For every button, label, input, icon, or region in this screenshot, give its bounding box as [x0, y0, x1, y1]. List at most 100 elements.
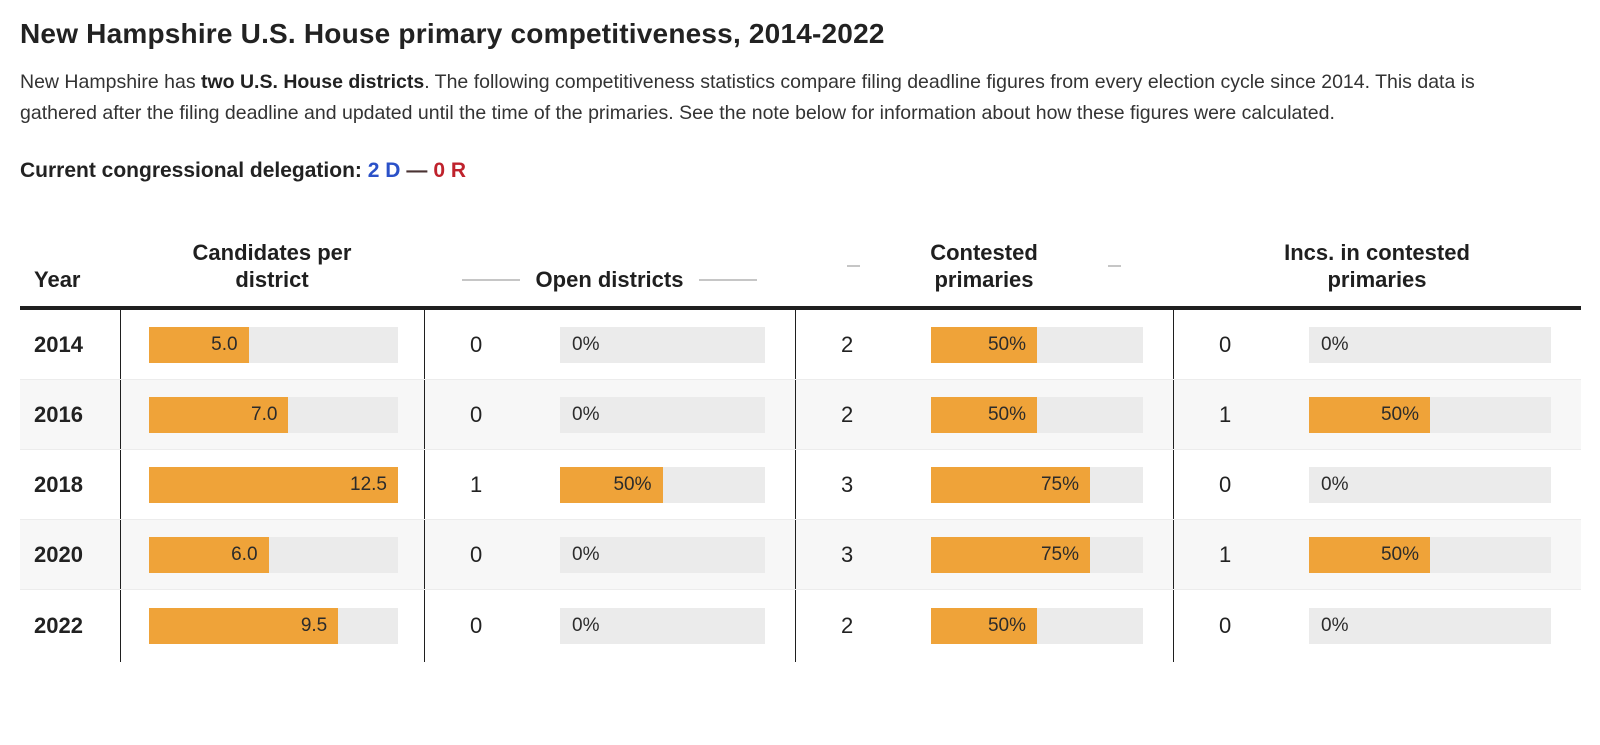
contested-count: 3 — [841, 471, 854, 497]
column-header-year: Year — [34, 267, 81, 292]
intro-prefix: New Hampshire has — [20, 71, 201, 93]
bar-value-label: 50% — [613, 473, 652, 495]
incs-cell: 0 0% — [1173, 590, 1581, 662]
bar-value-label: 75% — [1040, 543, 1079, 565]
contested-cell: 2 50% — [795, 310, 1173, 379]
candidates-cell: 7.0 — [120, 380, 424, 449]
bar-value-label: 0% — [572, 543, 600, 565]
candidates-cell: 12.5 — [120, 450, 424, 519]
bar-track: 75% — [931, 536, 1143, 573]
bar-value-label: 7.0 — [251, 403, 278, 425]
incs-count: 0 — [1219, 331, 1232, 357]
incs-cell: 0 0% — [1173, 450, 1581, 519]
incs-count: 0 — [1219, 471, 1232, 497]
bar-value-label: 0% — [1321, 615, 1349, 636]
open-count: 0 — [470, 401, 483, 427]
open-cell: 0 0% — [424, 520, 795, 589]
bar-fill: 7.0 — [149, 396, 289, 433]
candidates-cell: 9.5 — [120, 590, 424, 662]
table-body: 2014 5.0 0 0% 2 50% 0 0% 2016 7.0 0 0% 2 50% 1 50% 2018 1… — [20, 310, 1581, 662]
bar-track: 75% — [931, 466, 1143, 503]
header-rule-left — [461, 278, 520, 281]
bar-track: 0% — [1309, 326, 1551, 363]
bar-value-label: 75% — [1040, 473, 1079, 495]
bar-value-label: 6.0 — [231, 543, 258, 565]
contested-cell: 2 50% — [795, 380, 1173, 449]
intro-paragraph: New Hampshire has two U.S. House distric… — [20, 67, 1510, 128]
table-row: 2020 6.0 0 0% 3 75% 1 50% — [20, 520, 1581, 590]
bar-fill: 50% — [1309, 536, 1430, 573]
bar-value-label: 0% — [572, 615, 600, 636]
bar-fill: 50% — [1309, 396, 1430, 433]
bar-track: 50% — [560, 466, 765, 503]
bar-track: 9.5 — [149, 608, 398, 644]
year-cell: 2016 — [34, 401, 83, 427]
bar-track: 0% — [1309, 466, 1551, 503]
bar-value-label: 0% — [1321, 333, 1349, 355]
header-rule-right — [1107, 265, 1121, 267]
incs-cell: 1 50% — [1173, 380, 1581, 449]
bar-value-label: 50% — [987, 403, 1026, 425]
bar-fill: 50% — [931, 326, 1037, 363]
table-row: 2022 9.5 0 0% 2 50% 0 0% — [20, 590, 1581, 662]
bar-value-label: 12.5 — [350, 473, 387, 495]
incs-count: 0 — [1219, 613, 1232, 638]
open-count: 0 — [470, 541, 483, 567]
candidates-cell: 6.0 — [120, 520, 424, 589]
bar-track: 0% — [560, 326, 765, 363]
delegation-separator: — — [406, 159, 428, 182]
header-rule-right — [699, 278, 758, 281]
bar-fill: 5.0 — [149, 326, 249, 363]
contested-cell: 3 75% — [795, 450, 1173, 519]
year-cell: 2020 — [34, 541, 83, 567]
bar-value-label: 0% — [572, 333, 600, 355]
contested-cell: 3 75% — [795, 520, 1173, 589]
bar-track: 0% — [560, 396, 765, 433]
intro-bold: two U.S. House districts — [200, 71, 425, 93]
bar-fill: 50% — [931, 608, 1037, 644]
contested-count: 2 — [841, 401, 854, 427]
column-header-incs: Incs. in contested primaries — [1284, 240, 1470, 292]
page: New Hampshire U.S. House primary competi… — [20, 18, 1581, 662]
candidates-cell: 5.0 — [120, 310, 424, 379]
incs-count: 1 — [1219, 401, 1232, 427]
delegation-line: Current congressional delegation: 2 D —0 … — [20, 159, 1580, 183]
open-cell: 0 0% — [424, 590, 795, 662]
bar-track: 0% — [1309, 608, 1551, 644]
year-cell: 2018 — [34, 471, 83, 497]
bar-track: 50% — [931, 326, 1143, 363]
bar-track: 50% — [931, 396, 1143, 433]
header-rule-left — [847, 265, 861, 267]
bar-fill: 12.5 — [149, 466, 398, 503]
table-row: 2014 5.0 0 0% 2 50% 0 0% — [20, 310, 1581, 380]
bar-track: 0% — [560, 608, 765, 644]
bar-value-label: 9.5 — [300, 615, 328, 636]
intro-suffix: . The following competitiveness statisti… — [20, 71, 1475, 124]
bar-value-label: 50% — [987, 333, 1026, 355]
year-cell: 2022 — [34, 613, 83, 638]
table-row: 2016 7.0 0 0% 2 50% 1 50% — [20, 380, 1581, 450]
incs-count: 1 — [1219, 541, 1232, 567]
bar-track: 50% — [1309, 396, 1551, 433]
competitiveness-table: Year Candidates per district Open distri… — [20, 239, 1581, 662]
table-header-row: Year Candidates per district Open distri… — [20, 239, 1581, 310]
delegation-democrats: 2 D — [367, 159, 401, 182]
open-count: 1 — [470, 471, 483, 497]
bar-fill: 6.0 — [149, 536, 269, 573]
column-header-candidates: Candidates per district — [192, 240, 352, 292]
open-count: 0 — [470, 613, 483, 638]
table-row: 2018 12.5 1 50% 3 75% 0 0% — [20, 450, 1581, 520]
bar-fill: 50% — [931, 396, 1037, 433]
bar-fill: 75% — [931, 536, 1090, 573]
bar-fill: 9.5 — [149, 608, 339, 644]
year-cell: 2014 — [34, 331, 83, 357]
contested-cell: 2 50% — [795, 590, 1173, 662]
column-header-open-label: Open districts — [535, 267, 684, 292]
column-header-open: Open districts — [424, 266, 795, 293]
open-cell: 0 0% — [424, 310, 795, 379]
bar-value-label: 50% — [1380, 403, 1419, 425]
bar-value-label: 50% — [987, 615, 1026, 636]
bar-value-label: 0% — [1321, 473, 1349, 495]
incs-cell: 1 50% — [1173, 520, 1581, 589]
column-header-contested-label: Contested primaries — [930, 240, 1038, 292]
